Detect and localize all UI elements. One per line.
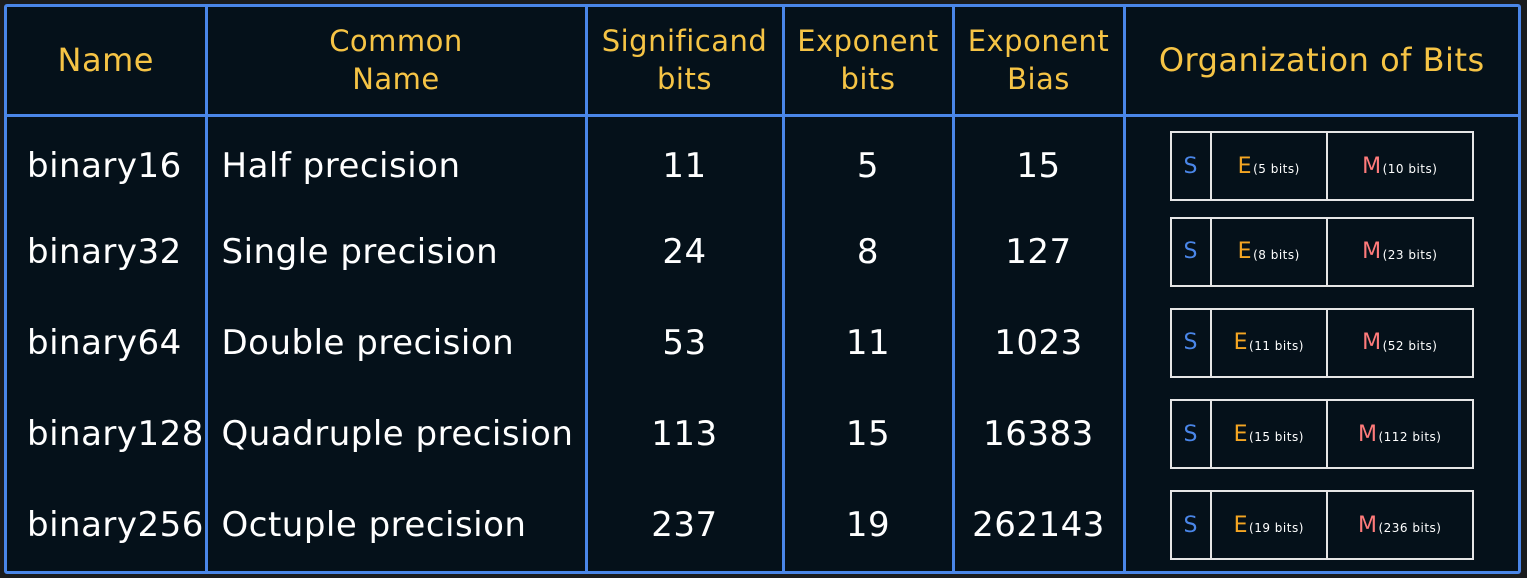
format-name: binary16 [27, 146, 182, 187]
significand-bits: 53 [584, 297, 783, 389]
header-name: Name [7, 7, 206, 117]
mantissa-field: M (10 bits) [1325, 133, 1472, 200]
header-exponent-bits: Exponent bits [781, 7, 953, 117]
format-name: binary64 [27, 322, 182, 363]
mantissa-field: M (23 bits) [1325, 218, 1472, 285]
sign-field: S [1183, 330, 1198, 356]
format-name: binary128 [27, 414, 204, 455]
exponent-bias: 15 [951, 115, 1124, 207]
format-name: binary32 [27, 231, 182, 272]
bit-organization: S E (11 bits) M (52 bits) [1122, 297, 1518, 389]
header-common-name: Common Name [204, 7, 586, 117]
sign-field: S [1183, 153, 1198, 179]
bit-layout-diagram: S E (11 bits) M (52 bits) [1169, 307, 1474, 378]
exponent-field: E (11 bits) [1209, 309, 1326, 376]
mantissa-field: M (236 bits) [1325, 492, 1472, 559]
exponent-bits: 11 [781, 297, 953, 389]
sign-field: S [1183, 239, 1198, 265]
common-name: Quadruple precision [204, 388, 586, 480]
formats-table-frame: Name Common Name Significand bits Exponent… [4, 4, 1521, 574]
table-header-row: Name Common Name Significand bits Exponent… [7, 7, 1518, 117]
sign-field: S [1183, 512, 1198, 538]
common-name: Single precision [204, 206, 586, 298]
table-row: binary128 Quadruple precision 113 15 163… [7, 388, 1518, 480]
header-exponent-bias: Exponent Bias [951, 7, 1124, 117]
table-row: binary16 Half precision 11 5 15 S E (5 bi… [7, 115, 1518, 207]
bit-layout-diagram: S E (8 bits) M (23 bits) [1169, 216, 1474, 287]
bit-organization: S E (8 bits) M (23 bits) [1122, 206, 1518, 298]
common-name: Half precision [204, 115, 586, 207]
exponent-field: E (5 bits) [1209, 133, 1326, 200]
table-row: binary64 Double precision 53 11 1023 S E… [7, 297, 1518, 389]
significand-bits: 113 [584, 388, 783, 480]
common-name: Octuple precision [204, 479, 586, 571]
bit-layout-diagram: S E (5 bits) M (10 bits) [1169, 131, 1474, 202]
header-significand-bits: Significand bits [584, 7, 783, 117]
bit-organization: S E (19 bits) M (236 bits) [1122, 479, 1518, 571]
header-organization-of-bits: Organization of Bits [1122, 7, 1518, 117]
format-name: binary256 [27, 505, 204, 546]
exponent-bits: 15 [781, 388, 953, 480]
common-name: Double precision [204, 297, 586, 389]
bit-organization: S E (15 bits) M (112 bits) [1122, 388, 1518, 480]
sign-field: S [1183, 421, 1198, 447]
exponent-bias: 16383 [951, 388, 1124, 480]
significand-bits: 237 [584, 479, 783, 571]
mantissa-field: M (52 bits) [1325, 309, 1472, 376]
exponent-field: E (15 bits) [1209, 401, 1326, 468]
exponent-field: E (8 bits) [1209, 218, 1326, 285]
ieee754-formats-table: Name Common Name Significand bits Exponent… [7, 7, 1518, 571]
significand-bits: 11 [584, 115, 783, 207]
exponent-bits: 19 [781, 479, 953, 571]
exponent-bias: 127 [951, 206, 1124, 298]
bit-layout-diagram: S E (15 bits) M (112 bits) [1169, 399, 1474, 470]
exponent-bias: 262143 [951, 479, 1124, 571]
bit-layout-diagram: S E (19 bits) M (236 bits) [1169, 490, 1474, 561]
table-row: binary256 Octuple precision 237 19 26214… [7, 479, 1518, 571]
table-row: binary32 Single precision 24 8 127 S E (8… [7, 206, 1518, 298]
exponent-field: E (19 bits) [1209, 492, 1326, 559]
exponent-bias: 1023 [951, 297, 1124, 389]
significand-bits: 24 [584, 206, 783, 298]
exponent-bits: 5 [781, 115, 953, 207]
exponent-bits: 8 [781, 206, 953, 298]
bit-organization: S E (5 bits) M (10 bits) [1122, 115, 1518, 207]
mantissa-field: M (112 bits) [1325, 401, 1472, 468]
